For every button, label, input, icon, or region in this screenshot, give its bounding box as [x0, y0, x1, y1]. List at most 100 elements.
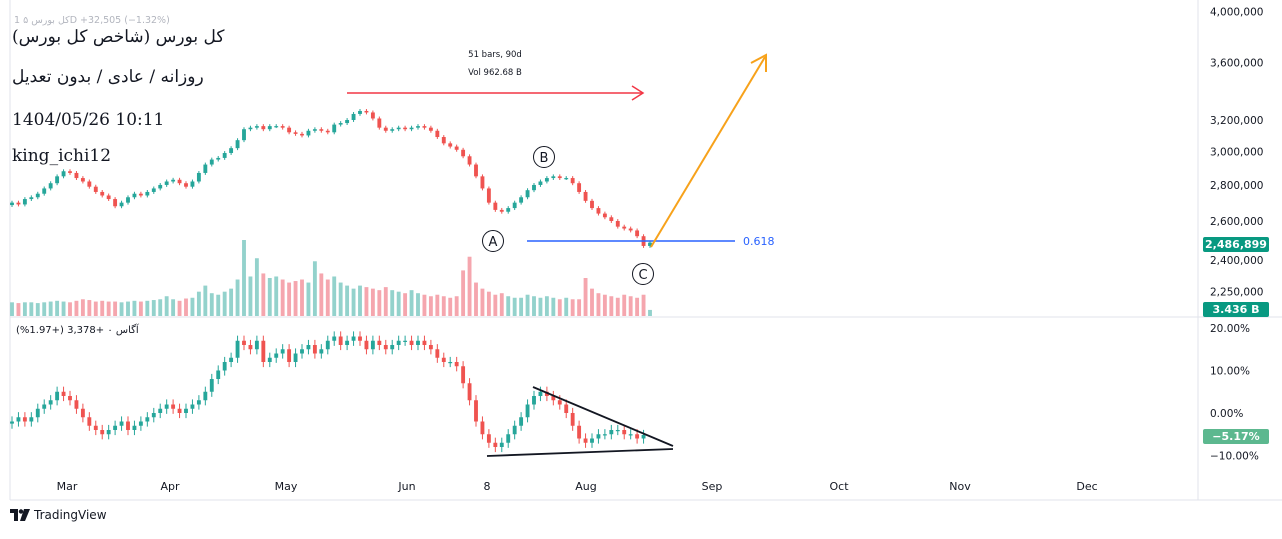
- volume-bar: [74, 300, 79, 316]
- volume-bar: [312, 261, 317, 316]
- volume-bar: [158, 299, 163, 316]
- price-candle: [416, 126, 420, 128]
- triangle-lower-trendline[interactable]: [486, 448, 674, 457]
- price-candle: [42, 188, 47, 194]
- lower-candle: [216, 370, 221, 379]
- lower-candle: [377, 340, 382, 345]
- price-candle: [628, 228, 633, 231]
- volume-bar: [557, 299, 562, 316]
- lower-candle: [570, 413, 575, 426]
- volume-bar: [61, 301, 66, 316]
- wave-a-marker[interactable]: A: [482, 230, 504, 252]
- volume-bar: [151, 300, 156, 316]
- lower-candle: [622, 430, 627, 435]
- volume-bar: [132, 300, 137, 316]
- volume-bar: [532, 296, 536, 316]
- volume-bar: [190, 297, 195, 316]
- price-candle: [312, 129, 317, 131]
- lower-candle: [42, 404, 47, 409]
- price-candle: [532, 184, 536, 191]
- volume-bar: [222, 291, 227, 316]
- lower-candle: [364, 340, 369, 350]
- volume-bar: [628, 296, 633, 316]
- lower-candle: [332, 336, 337, 341]
- chart-title: کل بورس (شاخص کل بورس): [12, 27, 225, 47]
- last-volume-badge: 3.436 B: [1203, 302, 1269, 317]
- volume-bar: [615, 297, 620, 316]
- volume-bar: [87, 300, 92, 316]
- volume-bar: [254, 258, 259, 316]
- lower-candle: [351, 336, 356, 341]
- volume-bar: [48, 301, 53, 316]
- volume-bar: [80, 299, 85, 316]
- lower-candle: [474, 400, 478, 422]
- lower-candle: [499, 442, 504, 447]
- lower-candle: [287, 349, 292, 362]
- wave-a-label: A: [489, 235, 498, 250]
- price-candle: [171, 179, 176, 182]
- lower-candle: [35, 408, 40, 418]
- price-candle: [364, 110, 369, 113]
- lower-candle: [493, 442, 498, 447]
- price-candle: [551, 176, 556, 179]
- volume-bar: [467, 256, 472, 316]
- price-candle: [351, 113, 356, 120]
- lower-candle: [10, 421, 14, 424]
- price-candle: [306, 130, 311, 136]
- forecast-arrow-line[interactable]: [650, 56, 766, 248]
- lower-candle: [203, 391, 208, 401]
- price-candle: [370, 112, 375, 119]
- lower-candle: [577, 425, 582, 439]
- price-candle: [10, 202, 14, 206]
- volume-bar: [325, 279, 330, 316]
- triangle-upper-trendline[interactable]: [532, 386, 674, 447]
- volume-bar: [486, 291, 491, 316]
- price-candle: [474, 164, 478, 177]
- price-candle: [274, 126, 279, 128]
- price-candle: [106, 195, 111, 200]
- price-candle: [248, 127, 253, 130]
- lower-candle: [319, 349, 324, 354]
- lower-candle: [222, 362, 227, 371]
- price-candle: [164, 181, 169, 185]
- price-candle: [383, 127, 388, 131]
- time-tick-label: Jun: [397, 480, 415, 493]
- lower-tick-label: 20.00%: [1210, 323, 1250, 335]
- lower-candle: [383, 345, 388, 350]
- price-candle: [209, 159, 214, 165]
- wave-b-marker[interactable]: B: [533, 146, 555, 168]
- lower-candle: [274, 353, 279, 358]
- lower-candle: [254, 340, 259, 350]
- lower-candle: [80, 408, 85, 418]
- tradingview-logo[interactable]: TradingView: [10, 508, 107, 522]
- volume-bar: [377, 290, 382, 316]
- lower-candle: [48, 400, 53, 405]
- wave-b-label: B: [540, 151, 549, 166]
- volume-bar: [287, 282, 292, 316]
- lower-candle: [602, 434, 607, 436]
- volume-bar: [583, 278, 588, 316]
- wave-c-marker[interactable]: C: [632, 263, 654, 285]
- volume-bar: [42, 302, 47, 316]
- lower-candle: [525, 404, 530, 418]
- volume-bar: [428, 296, 433, 316]
- price-candle: [519, 197, 524, 203]
- price-candle: [61, 171, 66, 177]
- price-candle: [119, 202, 124, 207]
- volume-bar: [196, 291, 201, 316]
- volume-bar: [293, 281, 298, 316]
- lower-candle: [345, 340, 350, 345]
- volume-bar: [590, 288, 594, 316]
- lower-candle: [242, 340, 246, 345]
- price-candle: [138, 193, 143, 196]
- lower-candle: [564, 404, 569, 413]
- price-candle: [506, 208, 511, 212]
- lower-candle: [403, 340, 408, 342]
- volume-bar: [609, 296, 614, 316]
- volume-bar: [493, 294, 498, 316]
- price-candle: [29, 197, 34, 200]
- price-candle: [145, 191, 150, 196]
- price-candle: [93, 186, 98, 192]
